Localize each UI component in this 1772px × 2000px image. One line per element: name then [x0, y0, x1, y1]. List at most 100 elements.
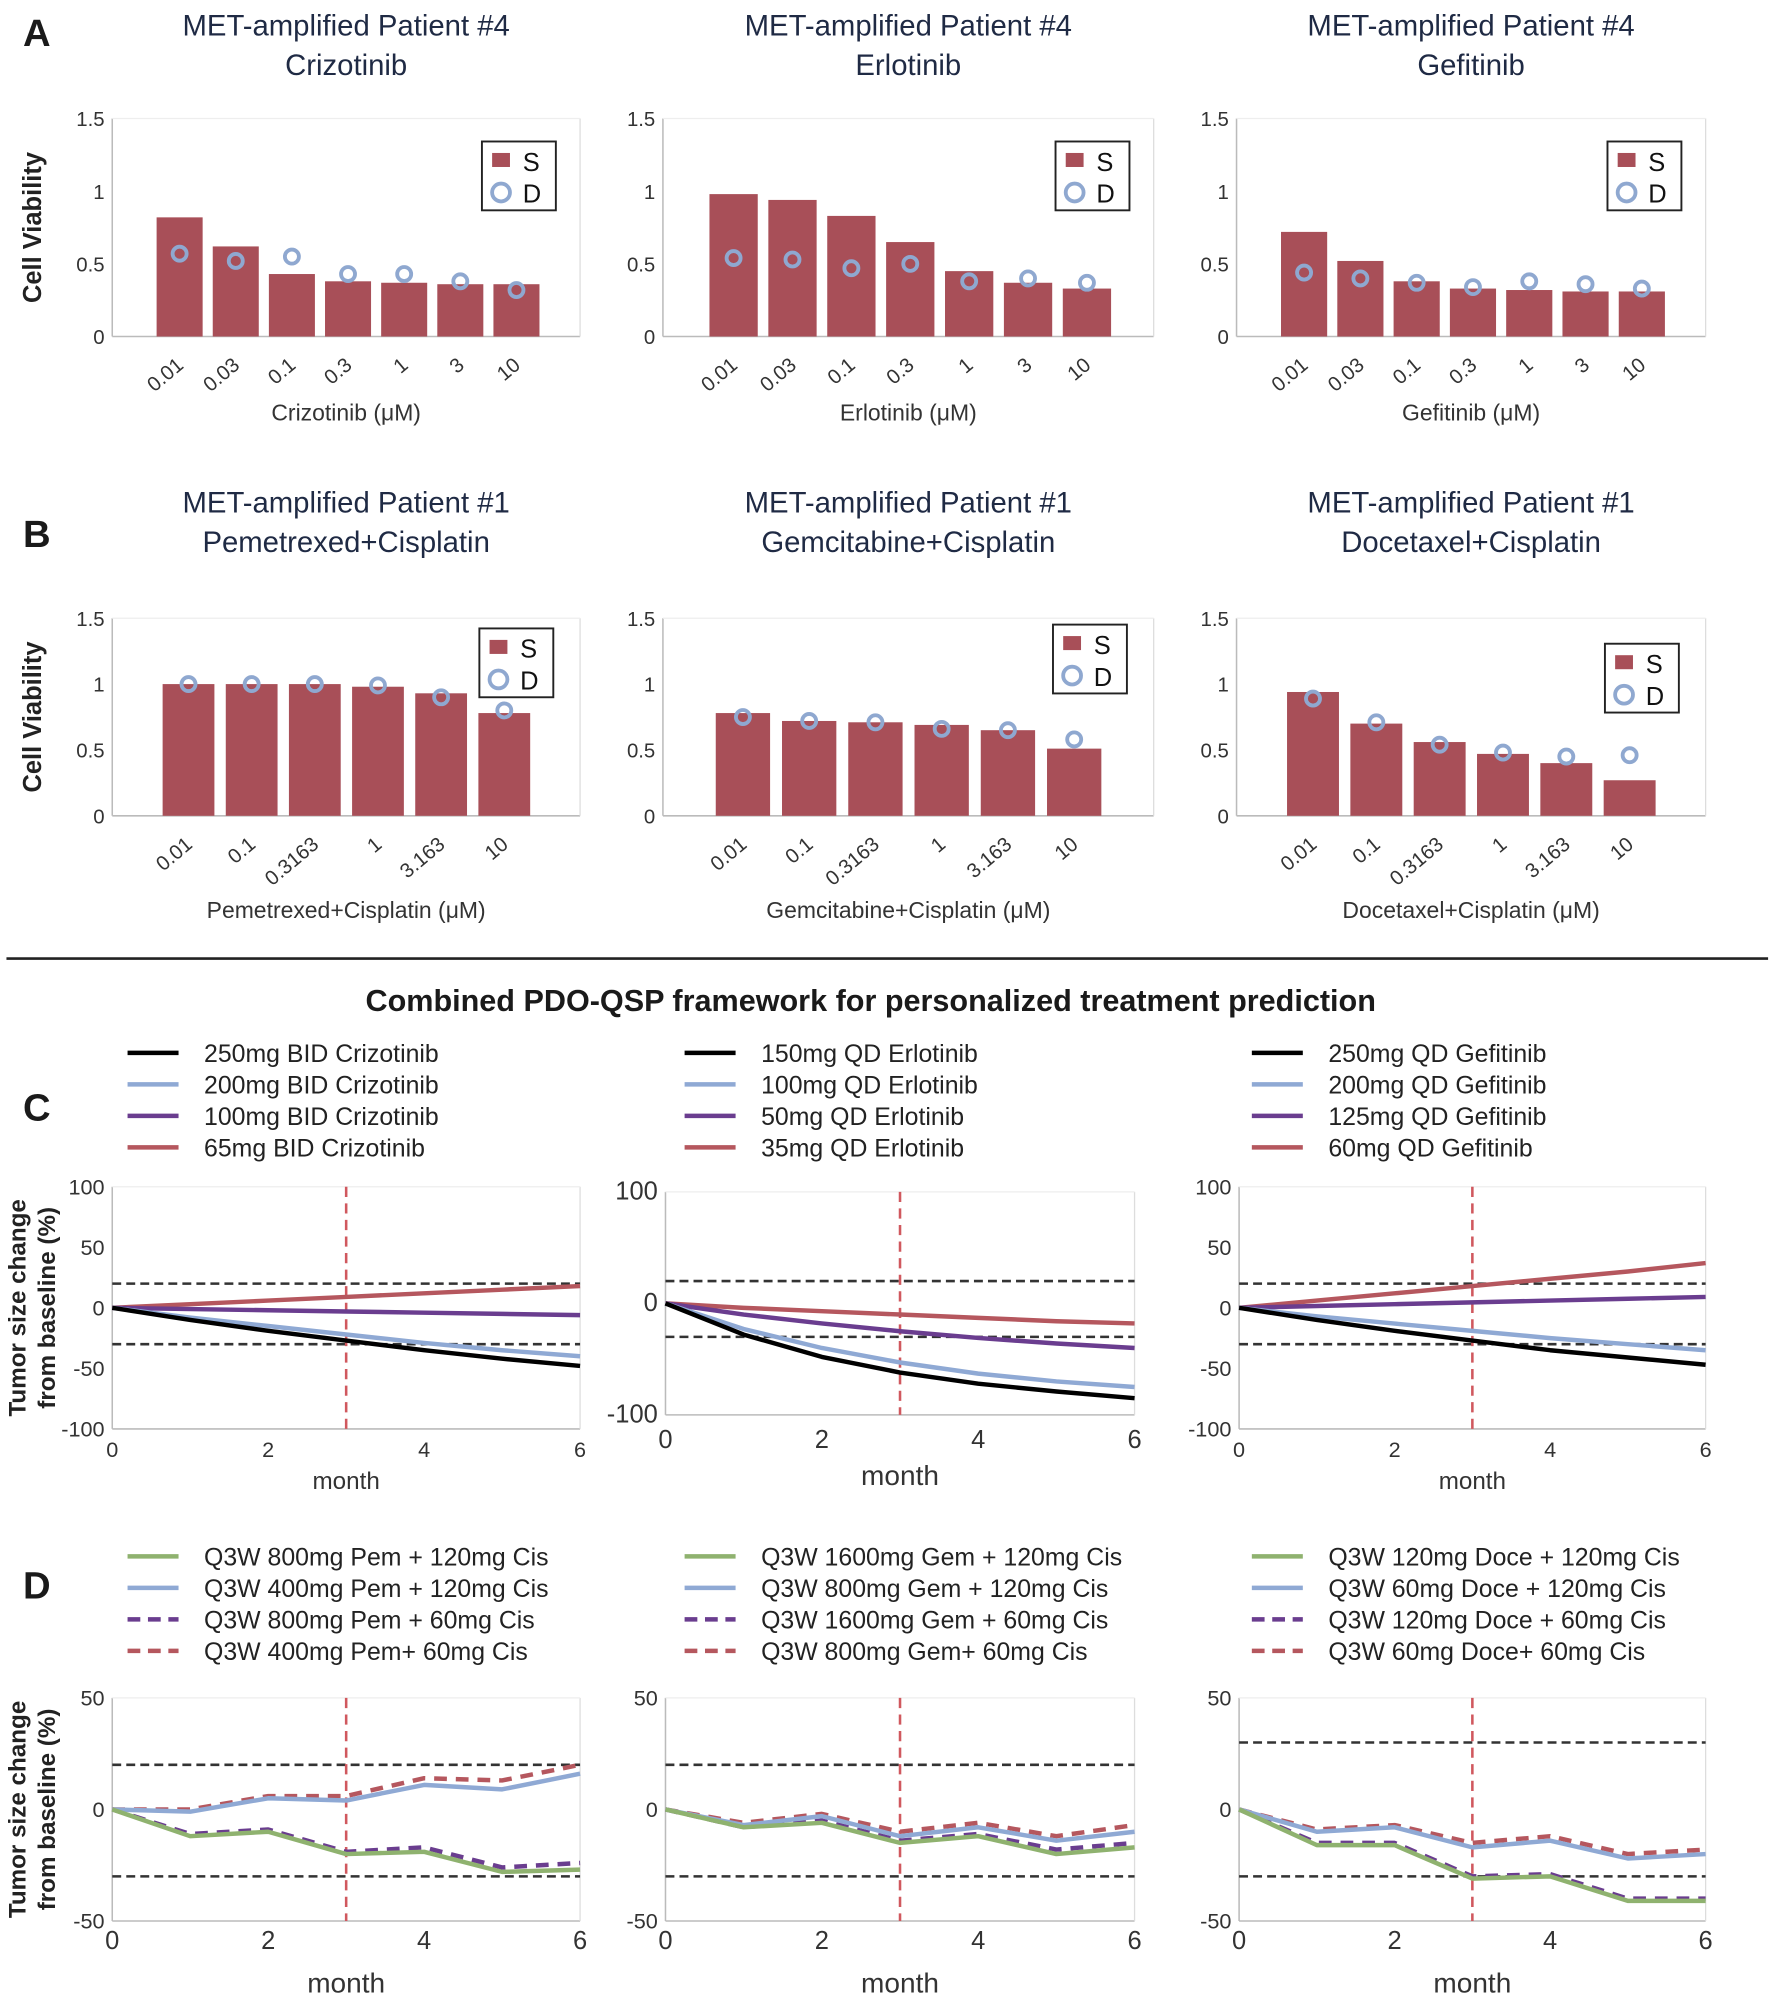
legend-label-S: S — [1646, 651, 1663, 679]
series-line-0 — [1238, 1807, 1706, 1904]
x-tick-label: 0.03 — [200, 354, 245, 396]
x-tick-label: 6 — [573, 1927, 587, 1955]
y-tick-label: -50 — [73, 1909, 104, 1934]
chart-2: 0 0.5 1 1.5 MET-amplified Patient #4 Gefitini… — [1201, 10, 1707, 426]
legend-label: Q3W 800mg Gem + 120mg Cis — [761, 1576, 1108, 1603]
y-tick-label: -100 — [1188, 1417, 1231, 1442]
y-tick-label: 0 — [1219, 1295, 1231, 1320]
chart-title: MET-amplified Patient #1 — [183, 486, 510, 519]
x-tick-label: 0.01 — [707, 833, 752, 875]
bar-S — [325, 281, 372, 337]
legend-label: Q3W 1600mg Gem + 120mg Cis — [761, 1544, 1122, 1571]
series-line-1 — [1238, 1305, 1706, 1353]
marker-D — [226, 252, 245, 270]
x-tick-label: 10 — [1606, 833, 1638, 864]
series-line-3 — [665, 1807, 1135, 1839]
y-axis-label: Cell Viability — [19, 151, 47, 303]
bar-S — [1281, 231, 1328, 337]
marker-D — [339, 265, 357, 283]
marker-D — [282, 247, 301, 266]
marker-D — [733, 708, 752, 726]
bar-S — [1562, 291, 1609, 337]
legend-marker-D — [487, 668, 510, 691]
marker-D — [1351, 269, 1370, 288]
marker-D — [842, 259, 861, 278]
legend-label-D: D — [1648, 181, 1666, 209]
x-tick-label: 0.03 — [756, 354, 801, 396]
marker-D — [932, 719, 951, 738]
bar-S — [945, 271, 994, 337]
x-axis-label: month — [313, 1468, 380, 1495]
x-tick-label: 0.1 — [824, 354, 860, 389]
legend-label-D: D — [1646, 683, 1664, 711]
legend-label: 200mg BID Crizotinib — [204, 1072, 439, 1099]
x-tick-label: 0.01 — [152, 833, 197, 875]
marker-D — [451, 272, 470, 291]
legend-label-S: S — [1096, 149, 1113, 177]
series-line-1 — [1238, 1807, 1706, 1861]
marker-D — [1576, 275, 1595, 294]
y-tick-label: 1.5 — [627, 609, 655, 631]
marker-D — [1295, 263, 1314, 282]
y-tick-label: 0 — [646, 1797, 658, 1822]
marker-D — [1494, 743, 1512, 762]
legend-label: 50mg QD Erlotinib — [761, 1104, 964, 1131]
bar-S — [1477, 753, 1529, 816]
marker-D — [1430, 735, 1449, 754]
y-tick-label: -100 — [61, 1417, 104, 1442]
bar-S — [212, 246, 259, 337]
legend-label-S: S — [1648, 149, 1665, 177]
series-line-2 — [665, 1301, 1135, 1351]
panel-label-b: B — [23, 513, 51, 556]
series-line-3 — [1238, 1260, 1706, 1311]
bar-S — [782, 720, 837, 816]
legend-marker-D — [490, 181, 512, 204]
x-tick-label: 10 — [1619, 354, 1651, 385]
x-tick-label: 2 — [1389, 1437, 1401, 1462]
x-tick-label: 0.01 — [143, 354, 188, 396]
x-tick-label: 2 — [815, 1927, 829, 1955]
marker-D — [369, 676, 387, 695]
bar-S — [381, 282, 428, 337]
legend: Q3W 120mg Doce + 120mg Cis Q3W 60mg Doce … — [1251, 1544, 1680, 1666]
x-tick-label: 0.3163 — [261, 833, 323, 890]
x-tick-label: 0.3 — [321, 354, 357, 389]
x-tick-label: 1 — [390, 354, 413, 378]
x-tick-label: 1 — [927, 833, 950, 857]
legend-label: Q3W 800mg Pem + 120mg Cis — [204, 1544, 549, 1571]
legend-label: Q3W 400mg Pem+ 60mg Cis — [204, 1639, 528, 1666]
y-tick-label: 0 — [1218, 327, 1229, 349]
legend-box — [478, 627, 555, 699]
legend-label: Q3W 400mg Pem + 120mg Cis — [204, 1576, 549, 1603]
y-tick-label: 1 — [1218, 675, 1229, 697]
y-tick-label: -50 — [1200, 1356, 1231, 1381]
bar-S — [162, 684, 215, 816]
marker-D — [242, 675, 261, 694]
marker-D — [1620, 746, 1639, 765]
x-tick-label: 1 — [1488, 833, 1511, 857]
x-tick-label: 0 — [106, 1437, 118, 1462]
y-tick-label: 1.5 — [627, 109, 655, 131]
y-tick-label: 50 — [1207, 1686, 1231, 1711]
legend-label: Q3W 120mg Doce + 120mg Cis — [1328, 1544, 1679, 1571]
marker-D — [1019, 269, 1037, 288]
bar-S — [848, 722, 903, 816]
bar-S — [715, 713, 771, 816]
series-line-1 — [664, 1301, 1135, 1390]
y-axis-label: from baseline (%) — [34, 1207, 61, 1409]
y-tick-label: 0 — [93, 1295, 105, 1320]
chart-4: 0 0.5 1 1.5 MET-amplified Patient #1 Gemcitab… — [627, 486, 1155, 923]
x-axis-label: Pemetrexed+Cisplatin (μM) — [207, 897, 486, 923]
series-line-2 — [112, 1305, 581, 1318]
legend-marker-D — [1063, 181, 1086, 204]
x-tick-label: 0 — [1232, 1927, 1246, 1955]
y-tick-label: 100 — [615, 1177, 658, 1205]
y-tick-label: 0 — [1219, 1797, 1231, 1822]
legend-swatch-S — [1617, 152, 1636, 167]
chart-title: Erlotinib — [855, 49, 961, 82]
y-tick-label: 50 — [1207, 1235, 1231, 1260]
y-tick-label: 100 — [1195, 1174, 1231, 1199]
legend: Q3W 1600mg Gem + 120mg Cis Q3W 800mg Gem … — [684, 1544, 1122, 1666]
bar-S — [1506, 290, 1553, 337]
